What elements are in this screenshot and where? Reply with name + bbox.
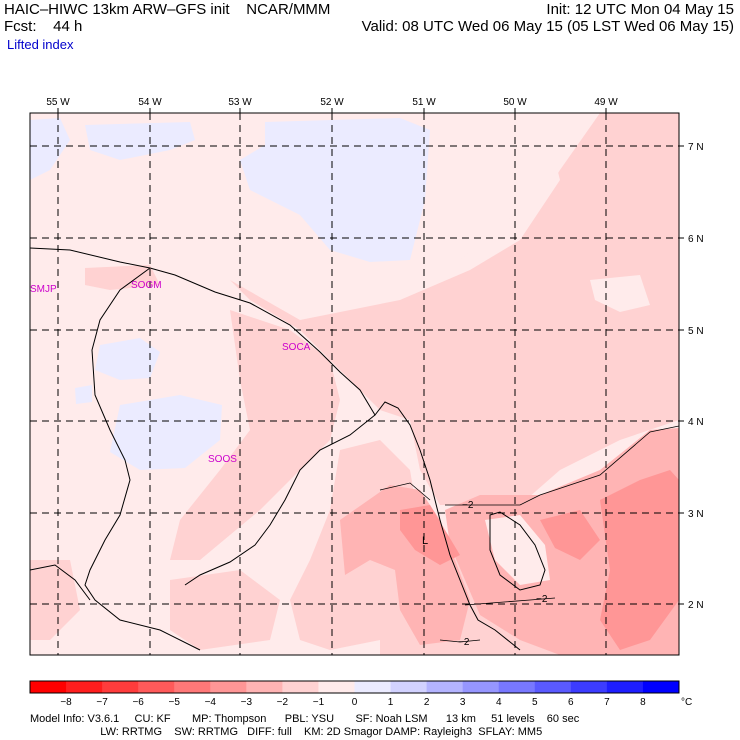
station-label: SOGM: [131, 280, 162, 291]
colorbar-cell: [318, 681, 355, 693]
lat-label: 4 N: [688, 417, 704, 428]
lon-label: 55 W: [46, 97, 70, 108]
contour-label: −2: [462, 500, 474, 511]
lon-label: 54 W: [138, 97, 162, 108]
colorbar-tick-label: −5: [169, 697, 181, 708]
field-name: Lifted index: [7, 37, 74, 52]
colorbar-tick-label: −6: [132, 697, 144, 708]
colorbar-tick-label: −8: [60, 697, 72, 708]
colorbar-tick-label: 4: [496, 697, 502, 708]
lon-label: 52 W: [320, 97, 344, 108]
colorbar-tick-label: 8: [640, 697, 646, 708]
low-marker: L: [422, 535, 428, 547]
colorbar-tick-label: 6: [568, 697, 574, 708]
colorbar-tick-label: −3: [241, 697, 253, 708]
valid-time: Valid: 08 UTC Wed 06 May 15 (05 LST Wed …: [361, 18, 734, 35]
colorbar-cell: [570, 681, 608, 693]
colorbar-tick-label: 1: [388, 697, 394, 708]
colorbar-tick-label: 5: [532, 697, 538, 708]
colorbar-cell: [390, 681, 428, 693]
model-info-line2: LW: RRTMG SW: RRTMG DIFF: full KM: 2D Sm…: [30, 726, 543, 738]
lon-label: 53 W: [228, 97, 252, 108]
colorbar-tick-label: 2: [424, 697, 430, 708]
colorbar-frame: [29, 680, 680, 694]
colorbar-cell: [102, 681, 139, 693]
colorbar-cell: [30, 681, 67, 693]
colorbar-tick-label: 0: [352, 697, 358, 708]
graticule: [30, 113, 679, 655]
colorbar-tick-label: −7: [96, 697, 108, 708]
lat-label: 3 N: [688, 509, 704, 520]
colorbar-cell: [354, 681, 392, 693]
map-frame: [29, 112, 680, 656]
colorbar-cell: [138, 681, 175, 693]
model-info-line1: Model Info: V3.6.1 CU: KF MP: Thompson P…: [30, 713, 580, 725]
colorbar-unit: °C: [681, 697, 692, 708]
colorbar-cell: [426, 681, 464, 693]
lat-label: 6 N: [688, 234, 704, 245]
colorbar-cell: [282, 681, 319, 693]
colorbar-cell: [534, 681, 572, 693]
colorbar-cell: [642, 681, 680, 693]
colorbar: −8 −7 −6 −5 −4 −3 −2 −1 0 1 2 3 4 5 6 7 8 °C: [29, 680, 692, 708]
colorbar-tick-label: −2: [277, 697, 289, 708]
lat-label: 2 N: [688, 600, 704, 611]
axis-ticks: [57, 108, 684, 605]
colorbar-tick-label: 7: [604, 697, 610, 708]
station-label: SOOS: [208, 454, 237, 465]
lat-label: 5 N: [688, 326, 704, 337]
station-label: SOCA: [282, 342, 311, 353]
contour-label: −2: [536, 594, 548, 605]
lon-label: 51 W: [412, 97, 436, 108]
station-label: SMJP: [30, 284, 57, 295]
colorbar-cell: [606, 681, 644, 693]
colorbar-cell: [462, 681, 500, 693]
coastlines: [30, 247, 546, 651]
colorbar-cell: [498, 681, 536, 693]
colorbar-tick-label: −4: [205, 697, 217, 708]
colorbar-cell: [210, 681, 247, 693]
lifted-index-fill: [30, 113, 679, 655]
colorbar-tick-label: −1: [313, 697, 325, 708]
lat-label: 7 N: [688, 142, 704, 153]
lon-label: 49 W: [594, 97, 618, 108]
contour-label: −2: [458, 637, 470, 648]
init-time: Init: 12 UTC Mon 04 May 15: [546, 1, 734, 18]
colorbar-cell: [174, 681, 211, 693]
colorbar-tick-label: 3: [460, 697, 466, 708]
forecast-hour: Fcst: 44 h: [4, 18, 83, 35]
lon-label: 50 W: [503, 97, 527, 108]
contour-minus2: [379, 425, 679, 643]
colorbar-cell: [66, 681, 103, 693]
colorbar-cell: [246, 681, 283, 693]
header-title: HAIC–HIWC 13km ARW–GFS init NCAR/MMM: [4, 1, 331, 18]
